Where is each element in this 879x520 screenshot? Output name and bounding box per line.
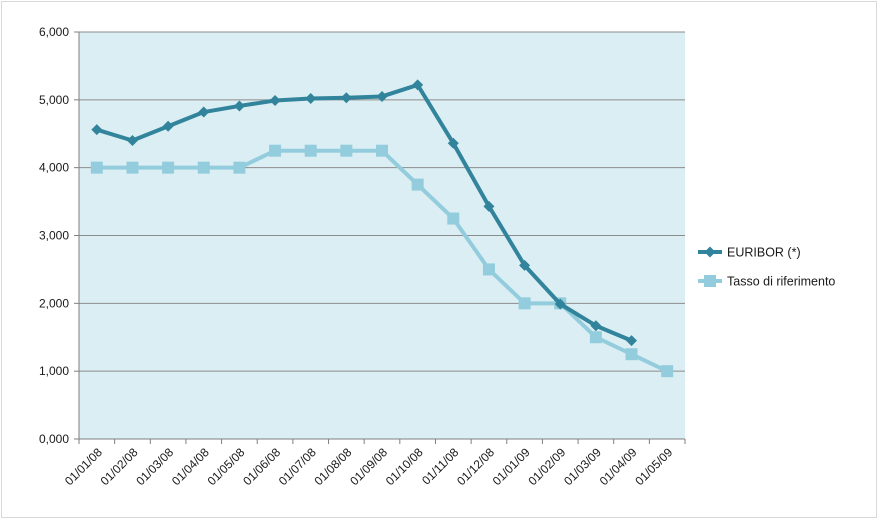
square-marker [197, 161, 210, 174]
diamond-marker [198, 106, 210, 118]
square-marker [589, 331, 602, 344]
series-tasso-di-riferimento [90, 144, 674, 378]
square-marker [269, 144, 282, 157]
x-tick-label: 01/07/08 [276, 445, 319, 488]
diamond-marker [233, 100, 245, 112]
legend-label: Tasso di riferimento [727, 275, 835, 289]
series-euribor [91, 79, 638, 347]
legend-item: Tasso di riferimento [698, 275, 835, 289]
legend: EURIBOR (*) Tasso di riferimento [698, 246, 835, 289]
x-tick-label: 01/05/09 [632, 445, 675, 488]
diamond-marker [376, 90, 388, 102]
square-marker [340, 144, 353, 157]
square-marker [411, 178, 424, 191]
x-tick-label: 01/02/08 [98, 445, 141, 488]
axes [78, 32, 686, 444]
diamond-marker [447, 137, 459, 149]
diamond-marker [269, 95, 281, 107]
square-marker [162, 161, 175, 174]
x-tick-label: 01/01/08 [62, 445, 105, 488]
x-tick-label: 01/08/08 [312, 445, 355, 488]
diamond-marker [554, 298, 566, 310]
x-tick-label: 01/09/08 [347, 445, 390, 488]
x-tick-label: 01/11/08 [419, 445, 462, 488]
x-tick-label: 01/10/08 [383, 445, 426, 488]
square-marker [233, 161, 246, 174]
legend-label: EURIBOR (*) [727, 246, 801, 260]
legend-item: EURIBOR (*) [698, 246, 801, 260]
diamond-marker [590, 320, 602, 332]
y-tick-label: 4,000 [39, 161, 69, 175]
square-marker [518, 297, 531, 310]
legend-diamond-icon [704, 246, 716, 258]
x-tick-label: 01/06/08 [240, 445, 283, 488]
square-marker [661, 365, 674, 378]
y-tick-label: 6,000 [39, 25, 69, 39]
diamond-marker [340, 92, 352, 104]
y-axis-tick-labels: 0,000 1,000 2,000 3,000 4,000 5,000 6,000 [39, 25, 69, 446]
x-axis-tick-labels: 01/01/0801/02/0801/03/0801/04/0801/05/08… [62, 445, 676, 488]
square-marker [90, 161, 103, 174]
legend-square-icon [704, 275, 716, 287]
x-tick-label: 01/05/08 [205, 445, 248, 488]
diamond-marker [305, 92, 317, 104]
square-marker [376, 144, 388, 157]
x-tick-label: 01/03/08 [133, 445, 176, 488]
y-tick-label: 0,000 [39, 432, 69, 446]
y-tick-label: 1,000 [39, 364, 69, 378]
square-marker [304, 144, 317, 157]
y-tick-label: 5,000 [39, 93, 69, 107]
y-tick-label: 3,000 [39, 229, 69, 243]
diamond-marker [626, 335, 638, 347]
y-tick-label: 2,000 [39, 296, 69, 310]
square-marker [126, 161, 139, 174]
x-tick-label: 01/02/09 [525, 445, 568, 488]
square-marker [447, 212, 460, 225]
square-marker [625, 348, 638, 361]
diamond-marker [162, 120, 174, 132]
x-tick-label: 01/01/09 [490, 445, 533, 488]
series-line [94, 82, 634, 343]
square-marker [482, 263, 495, 276]
x-tick-label: 01/03/09 [561, 445, 604, 488]
x-tick-label: 01/12/08 [454, 445, 497, 488]
series [90, 79, 674, 378]
diamond-marker [412, 79, 424, 91]
diamond-marker [91, 124, 103, 136]
x-tick-label: 01/04/09 [597, 445, 640, 488]
diamond-marker [483, 200, 495, 212]
diamond-marker [519, 259, 531, 271]
x-tick-label: 01/04/08 [169, 445, 212, 488]
